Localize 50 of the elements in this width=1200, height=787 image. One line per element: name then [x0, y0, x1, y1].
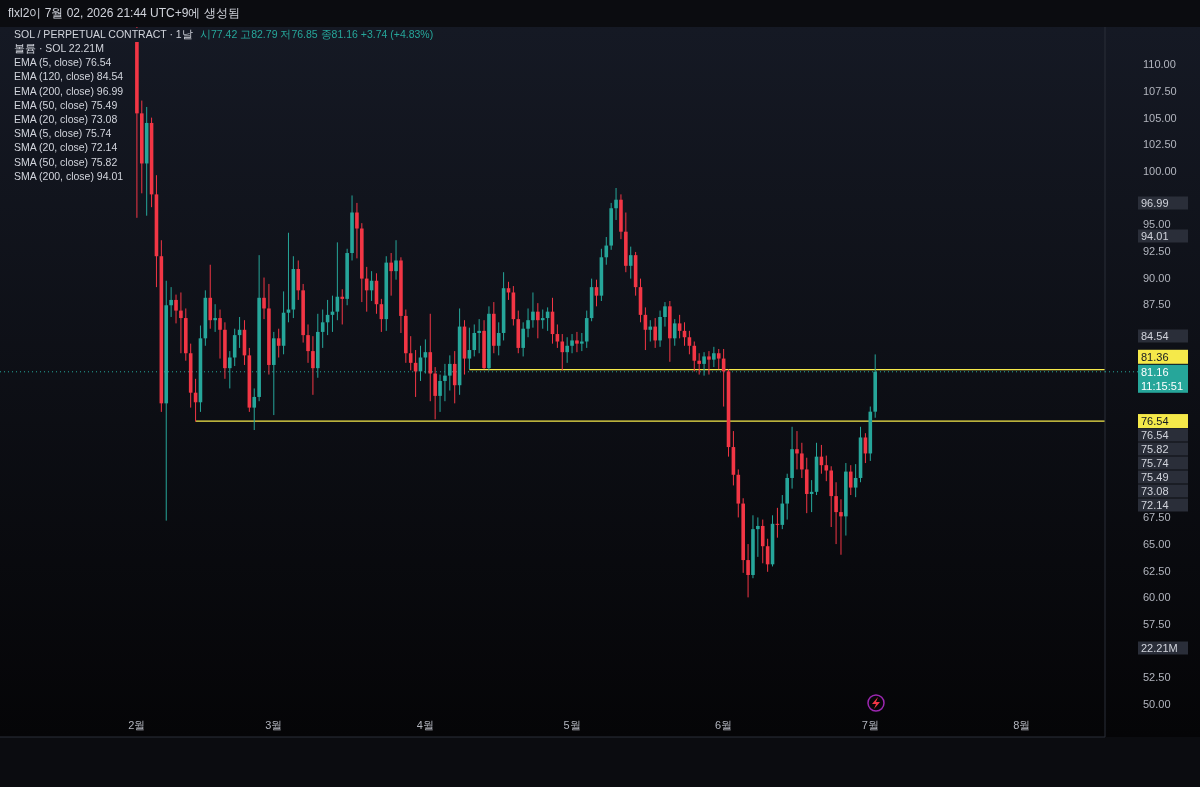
y-tick-label: 52.50: [1143, 671, 1171, 684]
y-tick-label: 110.00: [1143, 58, 1176, 71]
y-tick-label: 57.50: [1143, 618, 1171, 631]
annotation: SMA (20, close) 72.14: [14, 141, 118, 154]
text: 72.14: [1141, 499, 1169, 511]
y-tick-label: 105.00: [1143, 111, 1177, 124]
y-tick-label: 62.50: [1143, 564, 1171, 577]
annotation: SMA (50, close) 75.82: [14, 155, 118, 168]
annotation: EMA (5, close) 76.54: [14, 56, 112, 69]
y-tick-label: 95.00: [1143, 218, 1171, 231]
text: 75.49: [1141, 471, 1169, 483]
annotation: 볼륨 · SOL 22.21M: [14, 42, 104, 54]
x-tick-label: 3월: [265, 719, 283, 731]
x-tick-label: 6월: [715, 719, 733, 731]
x-tick-label: 8월: [1013, 719, 1031, 731]
annotation: EMA (120, close) 84.54: [14, 70, 124, 83]
y-tick-label: 67.50: [1143, 511, 1171, 524]
ref-line-label: 81.16: [1141, 365, 1169, 378]
y-tick-label: 92.50: [1143, 244, 1171, 257]
annotation: 11:15:51: [1141, 379, 1184, 392]
y-tick-label: 50.00: [1143, 698, 1171, 710]
text: 75.82: [1141, 443, 1169, 455]
text: 22.21M: [1141, 642, 1178, 654]
x-tick-label: 2월: [128, 719, 146, 731]
annotation: SMA (200, close) 94.01: [14, 169, 124, 182]
text: 94.01: [1141, 230, 1169, 242]
y-tick-label: 100.00: [1143, 164, 1177, 177]
y-tick-label: 102.50: [1143, 138, 1177, 151]
legend-label: 76.54: [1141, 429, 1169, 441]
annotation: SMA (5, close) 75.74: [14, 127, 112, 140]
text: 73.08: [1141, 485, 1169, 497]
y-tick-label: 107.50: [1143, 84, 1177, 97]
chart-title: SOL / PERPETUAL CONTRACT · 1날: [14, 28, 193, 40]
text: 81.36: [1141, 350, 1169, 363]
x-tick-label: 4월: [416, 719, 434, 731]
text: flxl2이 7월 02, 2026 21:44 UTC+9에 생성됨: [8, 6, 240, 20]
annotation: EMA (200, close) 96.99: [14, 84, 124, 97]
chart-subtitle: 시77.42 고82.79 저76.85 종81.16 +3.74 (+4.83%): [200, 28, 434, 40]
y-tick-label: 60.00: [1143, 591, 1171, 604]
x-tick-label: 7월: [861, 719, 879, 731]
y-tick-label: 65.00: [1143, 538, 1171, 551]
text: 84.54: [1141, 330, 1169, 342]
y-tick-label: 90.00: [1143, 271, 1171, 284]
text: 76.54: [1141, 415, 1169, 428]
x-tick-label: 5월: [563, 719, 581, 731]
annotation: EMA (20, close) 73.08: [14, 113, 118, 125]
annotation: EMA (50, close) 75.49: [14, 98, 118, 111]
y-tick-label: 87.50: [1143, 298, 1171, 311]
text: 96.99: [1141, 197, 1169, 209]
text: 75.74: [1141, 457, 1169, 469]
